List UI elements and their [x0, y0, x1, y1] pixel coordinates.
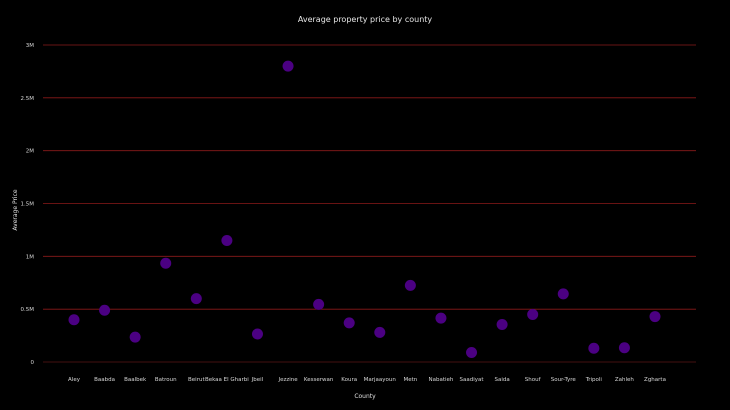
x-tick-label: Batroun [155, 377, 177, 383]
x-tick-label: Aley [68, 377, 81, 383]
data-point[interactable] [527, 308, 539, 320]
y-tick-label: 0 [31, 360, 35, 366]
x-tick-label: Nabatieh [428, 377, 453, 383]
data-point[interactable] [313, 298, 325, 310]
chart-title: Average property price by county [298, 15, 433, 24]
gridlines [43, 44, 696, 363]
x-tick-label: Baabda [94, 377, 115, 383]
data-point[interactable] [99, 304, 111, 316]
data-point[interactable] [221, 234, 233, 246]
data-point[interactable] [190, 293, 202, 305]
x-tick-label: Baalbek [124, 377, 147, 383]
y-tick-label: 2M [26, 149, 34, 155]
x-tick-label: Tripoli [585, 377, 603, 383]
y-tick-label: 3M [26, 43, 34, 49]
data-point[interactable] [343, 317, 355, 329]
x-tick-label: Bekaa El Gharbi [205, 377, 249, 383]
data-point[interactable] [496, 318, 508, 330]
x-tick-label: Marjaayoun [364, 377, 397, 383]
x-tick-label: Zgharta [644, 377, 666, 383]
x-tick-label: Beirut [188, 377, 205, 383]
x-tick-label: Saadiyat [460, 377, 485, 383]
x-axis-ticks: Aley Baabda Baalbek Batroun Beirut Bekaa El G… [68, 377, 666, 383]
x-tick-label: Sour-Tyre [551, 377, 577, 383]
y-axis-label: Average Price [12, 189, 19, 230]
x-tick-label: Jbeil [251, 377, 264, 383]
x-tick-label: Kesserwan [304, 377, 334, 383]
x-tick-label: Shouf [525, 377, 542, 383]
data-point[interactable] [557, 288, 569, 300]
data-point[interactable] [435, 312, 447, 324]
data-points [68, 60, 661, 358]
x-tick-label: Zahleh [615, 377, 635, 383]
y-tick-label: 1.5M [21, 202, 35, 208]
data-point[interactable] [466, 346, 478, 358]
y-tick-label: 0.5M [21, 307, 35, 313]
data-point[interactable] [251, 328, 263, 340]
x-tick-label: Koura [341, 377, 357, 383]
data-point[interactable] [374, 326, 386, 338]
x-tick-label: Jezzine [277, 377, 298, 383]
data-point[interactable] [649, 311, 661, 323]
data-point[interactable] [588, 342, 600, 354]
y-tick-label: 1M [26, 254, 34, 260]
y-tick-label: 2.5M [21, 96, 35, 102]
y-axis-ticks: 0 0.5M 1M 1.5M 2M 2.5M 3M [21, 43, 35, 366]
data-point[interactable] [282, 60, 294, 72]
data-point[interactable] [68, 314, 80, 326]
x-tick-label: Saida [494, 377, 509, 383]
data-point[interactable] [129, 331, 141, 343]
data-point[interactable] [618, 342, 630, 354]
x-axis-label: County [354, 393, 376, 400]
data-point[interactable] [160, 257, 172, 269]
data-point[interactable] [404, 279, 416, 291]
x-tick-label: Metn [403, 377, 417, 383]
